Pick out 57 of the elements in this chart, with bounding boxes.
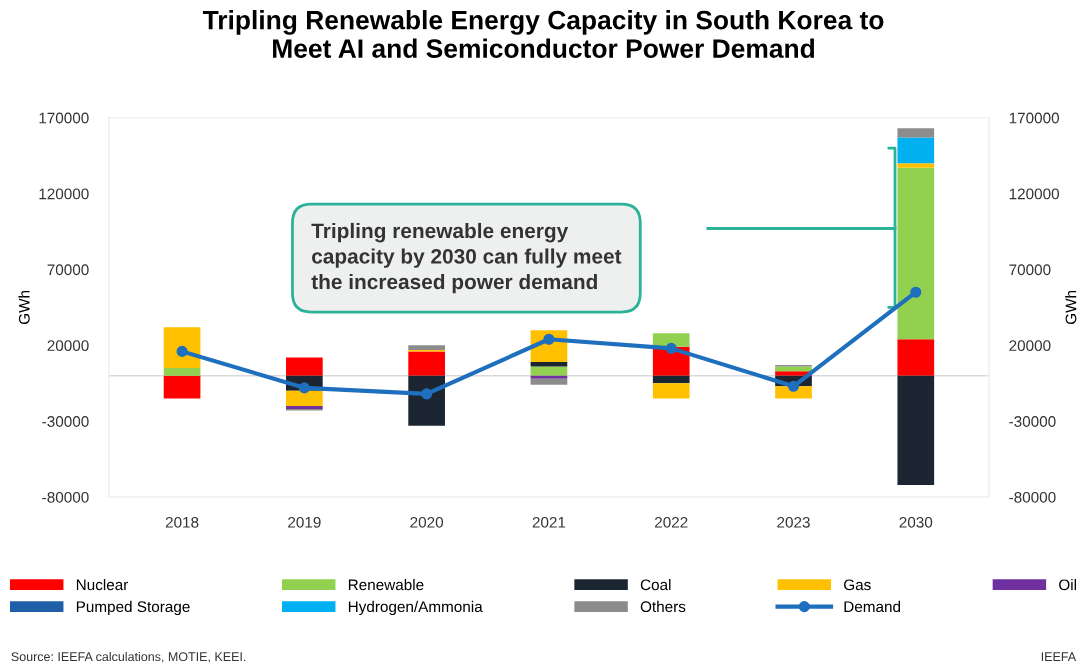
bar [163,375,201,399]
text: IEEFA [1041,652,1077,661]
y2-axis-title: GWh [1065,291,1077,325]
x-tick-label: 2018 [165,516,199,528]
y2-tick-label: -30000 [1009,416,1056,427]
point [421,388,433,400]
legend-label: Pumped Storage [76,600,190,616]
legend-label: Oil [1059,578,1077,591]
chart-title: Tripling Renewable Energy Capacity in South Korea to Meet AI and Semiconductor Power Demand [202,10,884,58]
source-note: Source: IEEFA calculations, MOTIE, KEEI. [11,651,246,663]
legend-label: Others [640,600,686,613]
bar [286,390,323,407]
bar [897,137,935,164]
y2-tick-label: -80000 [1009,491,1056,503]
x-tick-label: 2030 [899,516,933,528]
y2-tick-label: 70000 [1009,264,1051,276]
point [543,333,555,345]
point [910,286,922,298]
bar [652,375,690,384]
legend-label: Demand [844,600,901,613]
bar [530,362,568,367]
bar [897,339,935,376]
legend-label: Hydrogen/Ammonia [348,600,483,616]
x-tick-label: 2020 [410,516,444,528]
y-tick-label: -30000 [42,416,89,427]
x-tick-label: 2019 [288,516,321,528]
legend-label: Coal [640,578,671,591]
y-tick-label: 70000 [47,264,89,276]
y2-tick-label: 120000 [1009,188,1059,200]
bar [530,378,568,385]
legend-label: Renewable [348,578,424,591]
legend-label: Nuclear [76,578,129,591]
point [787,380,800,392]
legend-label: Gas [844,579,871,591]
y-tick-label: 170000 [39,112,89,124]
x-tick-label: 2022 [655,516,688,528]
bar [408,351,445,376]
bar [408,345,445,350]
y2-tick-label: 170000 [1009,112,1059,124]
y-axis-title: GWh [18,291,30,325]
point [665,342,677,354]
bar [163,368,201,376]
y-tick-label: -80000 [42,491,89,503]
y-tick-label: 120000 [39,188,89,200]
bar [652,383,690,399]
bar [897,163,935,168]
y-tick-label: 20000 [47,340,89,352]
bar [530,375,568,379]
annotation: Tripling renewable energy capacity by 2030 can fully meet the increased power demand [311,222,622,294]
x-tick-label: 2021 [532,516,566,528]
bar [286,357,323,376]
bar [897,375,935,485]
x-tick-label: 2023 [777,516,810,528]
bar [530,366,568,376]
bar [897,128,935,138]
y2-tick-label: 20000 [1009,340,1051,352]
bar [897,167,935,340]
